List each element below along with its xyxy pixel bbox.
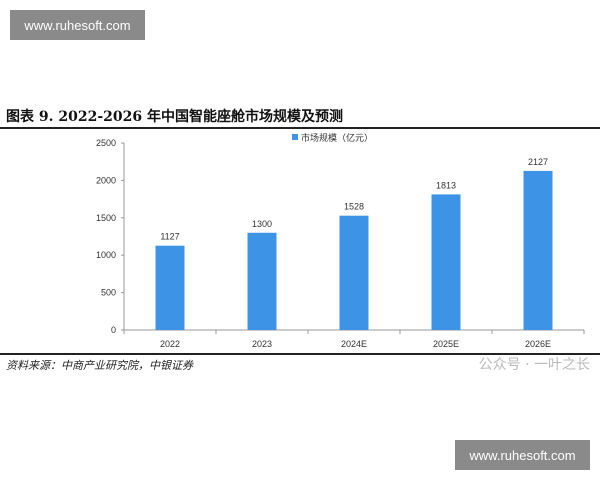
data-label: 2127	[528, 157, 548, 167]
y-tick-label: 1500	[96, 213, 116, 223]
legend-swatch	[292, 134, 298, 140]
x-tick-label: 2022	[160, 339, 180, 349]
y-tick-label: 2500	[96, 138, 116, 148]
y-tick-label: 500	[101, 288, 116, 298]
watermark: 公众号 · 一叶之长	[478, 357, 590, 373]
bar-chart: 0 500 1000 1500 2000 2500 1127 2022 1300 2023 1528…	[96, 132, 585, 349]
bar-2023	[247, 232, 277, 330]
bottom-rule	[0, 353, 600, 355]
bar-2024E	[339, 215, 369, 330]
x-tick-label: 2023	[252, 339, 272, 349]
source-note: 资料来源：中商产业研究院，中银证券	[6, 359, 193, 372]
data-label: 1127	[160, 232, 179, 242]
y-tick-label: 1000	[96, 250, 116, 260]
chart-title: 图表 9. 2022-2026 年中国智能座舱市场规模及预测	[6, 109, 343, 125]
site-banner-top: www.ruhesoft.com	[10, 10, 145, 40]
top-rule	[0, 127, 600, 129]
x-tick-label: 2025E	[433, 339, 459, 349]
data-label: 1300	[252, 219, 272, 229]
bar-2025E	[431, 194, 461, 330]
data-label: 1528	[344, 202, 364, 212]
legend-label: 市场规模（亿元）	[301, 132, 373, 143]
x-tick-label: 2026E	[525, 339, 551, 349]
site-banner-bottom: www.ruhesoft.com	[455, 440, 590, 470]
data-label: 1813	[436, 180, 456, 190]
y-tick-label: 2000	[96, 175, 116, 185]
bar-2026E	[523, 170, 553, 330]
y-tick-label: 0	[111, 325, 116, 335]
bar-2022	[155, 245, 185, 330]
x-tick-label: 2024E	[341, 339, 367, 349]
